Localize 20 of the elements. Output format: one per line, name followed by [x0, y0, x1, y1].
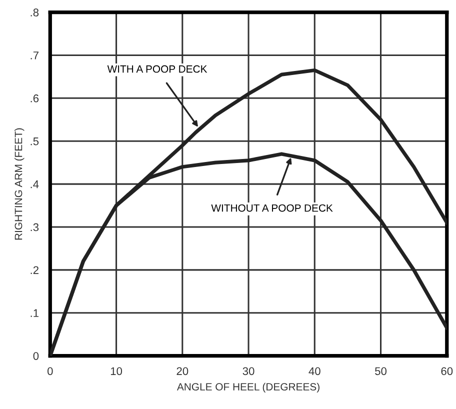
- x-tick-label: 60: [441, 367, 453, 376]
- annotation: WITHOUT A POOP DECK: [211, 204, 333, 212]
- y-tick-label: .1: [30, 309, 39, 317]
- x-tick-label: 30: [242, 367, 254, 376]
- x-tick-label: 40: [308, 367, 320, 376]
- x-tick-label: 0: [48, 367, 53, 376]
- y-tick-label: .2: [30, 266, 38, 274]
- y-tick-label: .7: [30, 52, 38, 60]
- y-tick-label: .4: [30, 180, 39, 188]
- y-tick-label: .8: [30, 8, 39, 16]
- x-tick-label: 10: [110, 367, 122, 376]
- x-tick-label: 20: [176, 367, 188, 376]
- x-tick-label: 50: [375, 367, 387, 376]
- annotation: WITH A POOP DECK: [107, 65, 208, 73]
- x-axis-title: ANGLE OF HEEL (DEGREES): [176, 382, 320, 393]
- y-axis-title: RIGHTING ARM (FEET): [14, 128, 24, 240]
- y-tick-label: .3: [30, 223, 39, 232]
- y-tick-label: .6: [30, 94, 39, 102]
- y-tick-label: .5: [30, 137, 39, 146]
- y-tick-label: 0: [33, 352, 39, 360]
